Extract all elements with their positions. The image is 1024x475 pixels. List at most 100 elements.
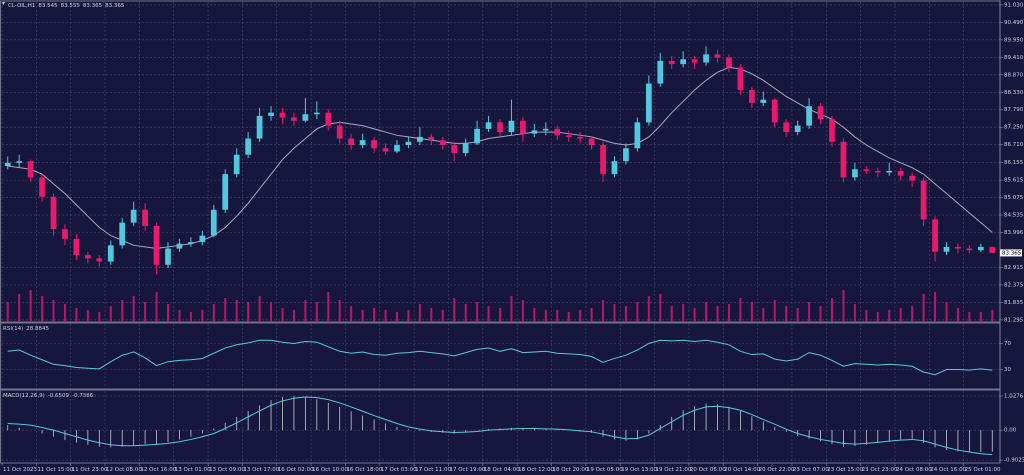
candle-body bbox=[245, 138, 251, 155]
y-tick-label: 83.996 bbox=[1004, 230, 1024, 236]
header-part: 83.365 bbox=[105, 3, 125, 9]
x-tick-label: 12 Oct 16:00 bbox=[140, 467, 176, 473]
y-tick-label: 88.330 bbox=[1004, 90, 1024, 96]
candle-body bbox=[806, 106, 812, 126]
x-tick-label: 11 Oct 23:00 bbox=[72, 467, 108, 473]
volume-bar bbox=[178, 310, 181, 322]
volume-bar bbox=[922, 294, 925, 322]
volume-bar bbox=[636, 302, 639, 322]
candle-body bbox=[600, 145, 606, 175]
y-tick-label: 82.915 bbox=[1004, 265, 1024, 271]
volume-bar bbox=[281, 308, 284, 322]
candle-body bbox=[62, 229, 68, 239]
volume-bar bbox=[453, 298, 456, 322]
volume-bar bbox=[934, 292, 937, 322]
candle-body bbox=[199, 235, 206, 243]
x-tick-label: 20 Oct 06:00 bbox=[690, 467, 726, 473]
y-tick-label: 87.790 bbox=[1004, 107, 1024, 113]
x-tick-label: 18 Oct 12:00 bbox=[518, 467, 554, 473]
candle-body bbox=[932, 219, 938, 252]
volume-bar bbox=[613, 304, 616, 322]
volume-bar bbox=[750, 302, 753, 322]
header-part: RSI(14) bbox=[3, 326, 23, 332]
candle-body bbox=[474, 128, 480, 144]
candle-body bbox=[268, 112, 274, 116]
volume-bar bbox=[956, 308, 959, 322]
volume-bar bbox=[727, 304, 730, 322]
candle-body bbox=[16, 161, 23, 163]
y-tick-label: 89.410 bbox=[1004, 55, 1024, 61]
candle-body bbox=[577, 136, 583, 139]
volume-bar bbox=[476, 302, 479, 322]
volume-bar bbox=[315, 302, 318, 322]
signal-line bbox=[7, 396, 993, 456]
x-tick-label: 25 Oct 01:00 bbox=[965, 467, 1001, 473]
volume-bar bbox=[292, 310, 295, 322]
volume-bar bbox=[189, 312, 192, 322]
y-tick-label: 30 bbox=[1004, 367, 1011, 373]
x-tick-label: 23 Oct 23:00 bbox=[862, 467, 898, 473]
y-tick-label: 1.0276 bbox=[1004, 394, 1024, 400]
x-tick-label: 19 Oct 05:00 bbox=[587, 467, 623, 473]
candle-body bbox=[680, 59, 687, 65]
candle-body bbox=[462, 143, 469, 154]
candle-body bbox=[96, 258, 103, 262]
volume-bar bbox=[659, 294, 662, 322]
candle-body bbox=[359, 140, 366, 146]
x-tick-label: 13 Oct 17:00 bbox=[243, 467, 279, 473]
candle-body bbox=[417, 136, 423, 142]
candle-body bbox=[737, 67, 744, 91]
volume-bar bbox=[384, 310, 387, 322]
volume-bar bbox=[418, 304, 421, 322]
y-tick-label: 86.710 bbox=[1004, 142, 1024, 148]
x-tick-label: 23 Oct 15:00 bbox=[827, 467, 863, 473]
candle-body bbox=[520, 120, 526, 134]
volume-bar bbox=[876, 312, 879, 322]
candle-body bbox=[531, 130, 538, 134]
y-tick-label: 88.870 bbox=[1004, 72, 1024, 78]
candle-body bbox=[348, 138, 355, 146]
volume-bar bbox=[6, 302, 9, 322]
candle-body bbox=[451, 145, 458, 154]
candle-body bbox=[657, 60, 664, 84]
candle-body bbox=[394, 145, 400, 152]
candle-body bbox=[588, 138, 595, 146]
volume-bar bbox=[590, 308, 593, 322]
candle-body bbox=[874, 170, 881, 173]
volume-bar bbox=[579, 310, 582, 322]
candle-body bbox=[313, 112, 320, 115]
volume-bar bbox=[86, 310, 89, 322]
volume-bar bbox=[464, 304, 467, 322]
volume-bar bbox=[407, 310, 410, 322]
candle-body bbox=[943, 246, 950, 252]
candle-body bbox=[107, 245, 114, 262]
candle-body bbox=[863, 169, 870, 171]
volume-bar bbox=[350, 306, 353, 322]
candle-body bbox=[210, 209, 217, 236]
candle-body bbox=[336, 125, 343, 139]
volume-bar bbox=[121, 300, 124, 322]
header-part: 83.555 bbox=[61, 3, 81, 9]
candle-body bbox=[623, 148, 629, 162]
volume-bar bbox=[785, 306, 788, 322]
volume-bar bbox=[521, 300, 524, 322]
candle-body bbox=[291, 117, 297, 121]
y-tick-label: 70 bbox=[1004, 341, 1011, 347]
volume-bar bbox=[247, 302, 250, 322]
volume-bar bbox=[544, 310, 547, 322]
x-tick-label: 20 Oct 22:00 bbox=[759, 467, 795, 473]
volume-bar bbox=[865, 310, 868, 322]
header-part: -0.6509 bbox=[48, 393, 70, 399]
volume-bar bbox=[682, 304, 685, 322]
candle-body bbox=[977, 246, 984, 251]
candle-body bbox=[634, 122, 641, 149]
candle-body bbox=[691, 59, 698, 63]
volume-bar bbox=[487, 306, 490, 322]
volume-bar bbox=[109, 306, 112, 322]
x-tick-label: 19 Oct 21:00 bbox=[656, 467, 692, 473]
panel-header: MACD(12,26,9) -0.6509 -0.7386 bbox=[3, 393, 94, 399]
header-part: -0.7386 bbox=[72, 393, 94, 399]
